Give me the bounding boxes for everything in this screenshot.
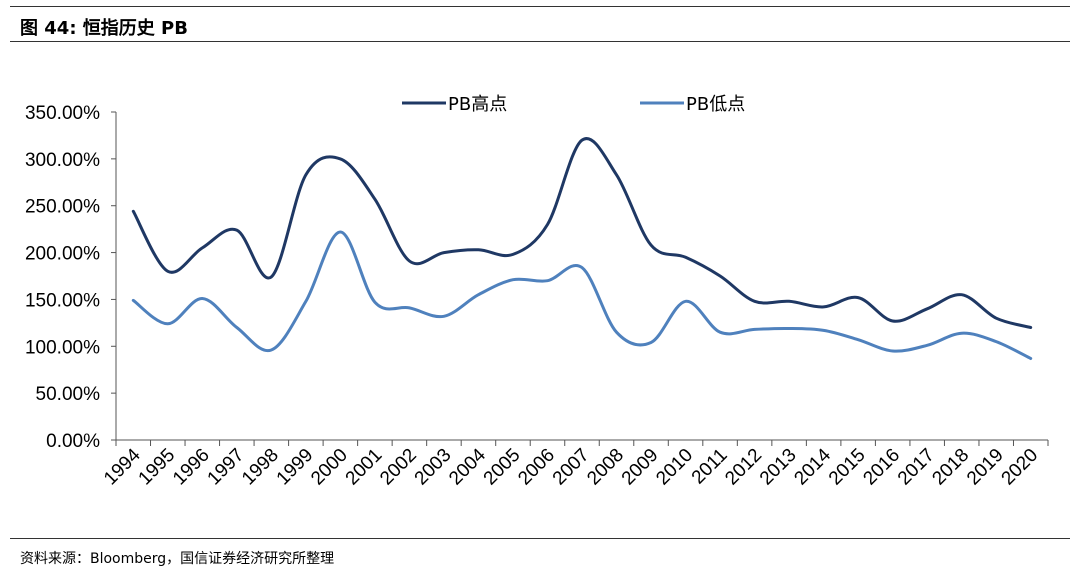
figure-title: 图 44: 恒指历史 PB (20, 18, 188, 39)
x-tick-label: 2020 (998, 445, 1043, 490)
x-tick-label: 1995 (135, 445, 180, 490)
x-tick-label: 1999 (273, 445, 318, 490)
y-tick-label: 0.00% (46, 431, 100, 452)
series-line-1 (131, 230, 1033, 360)
y-tick-label: 200.00% (25, 244, 100, 265)
series-lines (131, 137, 1033, 360)
x-tick-label: 2015 (825, 445, 870, 490)
x-tick-label: 2010 (652, 445, 697, 490)
top-rule (10, 6, 1070, 7)
title-rule (10, 41, 1070, 42)
x-tick-label: 2004 (445, 444, 490, 489)
x-tick-label: 2009 (618, 445, 663, 490)
source-note: 资料来源：Bloomberg，国信证券经济研究所整理 (20, 551, 335, 567)
y-tick-label: 250.00% (25, 197, 100, 218)
legend-label-1: PB低点 (686, 94, 745, 115)
x-tick-label: 2014 (790, 444, 835, 489)
x-tick-label: 2008 (583, 445, 628, 490)
legend: PB高点 PB低点 (402, 94, 745, 115)
x-tick-label: 2018 (928, 445, 973, 490)
x-tick-label: 1998 (238, 445, 283, 490)
x-tick-label: 2003 (411, 445, 456, 490)
x-tick-label: 2016 (859, 445, 904, 490)
x-tick-label: 2001 (342, 445, 387, 490)
x-tick-label: 2006 (514, 445, 559, 490)
y-tick-label: 300.00% (25, 150, 100, 171)
x-axis: 1994199519961997199819992000200120022003… (100, 439, 1049, 490)
x-tick-label: 2000 (307, 445, 352, 490)
bottom-rule (10, 538, 1070, 539)
y-tick-label: 150.00% (25, 290, 100, 311)
x-tick-label: 2002 (376, 445, 421, 490)
y-axis: 0.00% 50.00% 100.00% 150.00% 200.00% 250.00% 3… (25, 103, 117, 452)
y-tick-label: 50.00% (36, 384, 101, 405)
x-tick-label: 2011 (688, 445, 732, 489)
x-tick-label: 1994 (100, 444, 145, 489)
x-tick-label: 2005 (480, 445, 525, 490)
x-tick-label: 2007 (549, 445, 594, 490)
y-tick-label: 100.00% (25, 337, 100, 358)
x-tick-label: 1996 (169, 445, 214, 490)
legend-label-0: PB高点 (448, 94, 507, 115)
pb-line-chart: 0.00% 50.00% 100.00% 150.00% 200.00% 250.00% 3… (25, 94, 1049, 490)
x-tick-label: 2019 (963, 445, 1008, 490)
series-line-0 (131, 137, 1033, 329)
x-tick-label: 1997 (204, 445, 249, 490)
x-tick-label: 2013 (756, 445, 801, 490)
y-tick-label: 350.00% (25, 103, 100, 124)
x-tick-label: 2017 (894, 445, 939, 490)
x-tick-label: 2012 (721, 445, 766, 490)
